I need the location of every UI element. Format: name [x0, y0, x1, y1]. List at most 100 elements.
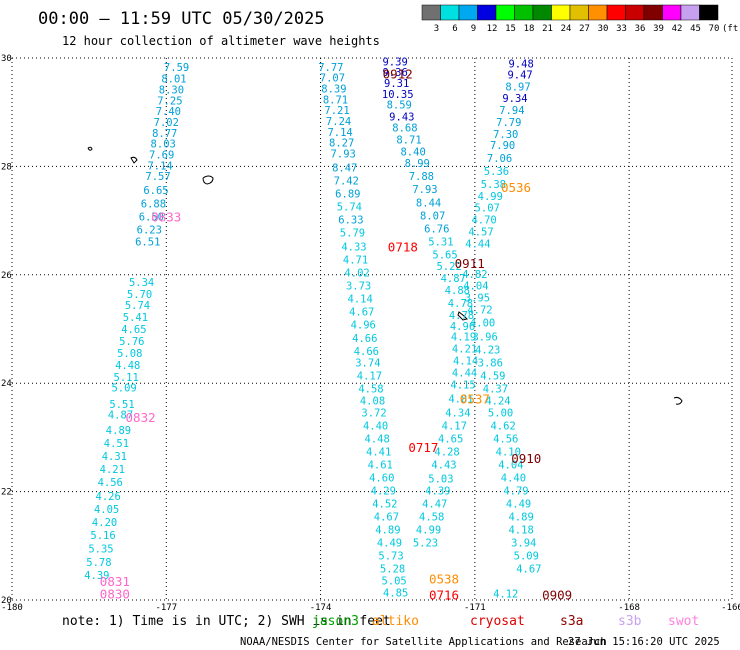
swh-value: 7.14	[147, 160, 172, 172]
swh-value: 5.05	[381, 576, 406, 588]
swh-value: 4.58	[419, 512, 444, 524]
swh-value: 9.43	[389, 112, 414, 124]
colorbar-label: 39	[653, 24, 664, 34]
swh-value: 4.51	[104, 438, 129, 450]
swh-value: 8.99	[405, 158, 430, 170]
swh-value: 4.70	[471, 215, 496, 227]
swh-value: 4.61	[368, 460, 393, 472]
island-outline	[130, 156, 138, 164]
colorbar-swatch	[588, 4, 608, 21]
swh-value: 8.68	[392, 122, 417, 134]
swh-value: 5.11	[114, 372, 139, 384]
swh-value: 4.17	[442, 421, 467, 433]
swh-value: 7.94	[499, 105, 524, 117]
colorbar-label: 21	[542, 24, 553, 34]
plot-grid	[11, 57, 733, 601]
swh-value: 4.19	[451, 332, 476, 344]
swh-value: 8.97	[505, 81, 530, 93]
colorbar-swatch	[477, 4, 497, 21]
pass-time-label: 0909	[542, 588, 572, 603]
colorbar-label: 30	[598, 24, 609, 34]
swh-value: 4.66	[354, 346, 379, 358]
swh-value: 8.39	[321, 83, 346, 95]
swh-value: 4.52	[372, 499, 397, 511]
swh-value: 7.07	[320, 73, 345, 85]
swh-value: 3.73	[346, 281, 371, 293]
swh-value: 4.26	[96, 491, 121, 503]
footer-timestamp: 27 Jun 15:16:20 UTC 2025	[568, 636, 720, 648]
swh-value: 9.47	[507, 69, 532, 81]
swh-value: 4.04	[498, 460, 523, 472]
swh-value: 3.86	[478, 358, 503, 370]
y-tick-label: 30	[1, 54, 12, 64]
swh-value: 8.40	[400, 146, 425, 158]
swh-value: 6.88	[141, 198, 166, 210]
swh-value: 4.87	[108, 410, 133, 422]
swh-value: 4.14	[348, 294, 373, 306]
colorbar-swatch	[699, 4, 719, 21]
x-tick-label: -174	[310, 603, 332, 613]
swh-value: 4.49	[506, 499, 531, 511]
swh-value: 5.00	[488, 408, 513, 420]
swh-value: 4.31	[102, 451, 127, 463]
pass-time-label: 0536	[501, 180, 531, 195]
swh-value: 9.39	[382, 56, 407, 68]
colorbar-label: 12	[487, 24, 498, 34]
pass-time-label: 0718	[388, 240, 418, 255]
swh-value: 8.44	[416, 197, 441, 209]
swh-value: 7.93	[331, 148, 356, 160]
x-tick-label: -177	[155, 603, 177, 613]
colorbar-label: 70	[709, 24, 720, 34]
swh-value: 4.41	[366, 447, 391, 459]
swh-value: 4.02	[344, 268, 369, 280]
swh-value: 4.78	[448, 298, 473, 310]
swh-value: 7.25	[157, 95, 182, 107]
colorbar-swatch	[532, 4, 552, 21]
swh-value: 7.40	[156, 106, 181, 118]
swh-value: 5.35	[88, 544, 113, 556]
satellite-passes: 7.598.018.307.257.407.028.778.037.697.14…	[84, 56, 541, 600]
pass-time-label: 0830	[100, 587, 130, 602]
colorbar-label: 42	[672, 24, 683, 34]
satellite-legend: jason3 altiko cryosat s3a s3b swot	[312, 614, 699, 629]
swh-value: 4.96	[450, 321, 475, 333]
swh-value: 4.57	[468, 227, 493, 239]
swh-value: 7.93	[412, 184, 437, 196]
swh-value: 6.76	[424, 223, 449, 235]
island-outline	[87, 146, 93, 151]
chart-subtitle: 12 hour collection of altimeter wave hei…	[62, 34, 380, 48]
swh-value: 5.03	[428, 474, 453, 486]
swh-value: 4.89	[375, 525, 400, 537]
swh-value: 4.40	[363, 421, 388, 433]
swh-value: 5.34	[129, 277, 154, 289]
swh-value: 5.41	[123, 312, 148, 324]
y-tick-label: 22	[1, 488, 12, 498]
y-tick-label: 24	[1, 379, 12, 389]
island-outlines	[87, 146, 683, 405]
swh-value: 5.79	[340, 228, 365, 240]
swh-value: 8.71	[323, 94, 348, 106]
swh-value: 4.72	[467, 305, 492, 317]
swh-value: 4.04	[463, 281, 488, 293]
legend-entry: s3a	[560, 614, 583, 629]
swh-value: 4.66	[352, 333, 377, 345]
pass-time-label: 0717	[408, 440, 438, 455]
swh-value: 7.88	[409, 171, 434, 183]
swh-value: 6.50	[139, 211, 164, 223]
swh-value: 5.09	[514, 551, 539, 563]
y-tick-label: 26	[1, 271, 12, 281]
swh-value: 4.62	[490, 421, 515, 433]
swh-value: 6.33	[338, 215, 363, 227]
swh-value: 4.89	[106, 425, 131, 437]
swh-value: 4.48	[364, 434, 389, 446]
legend-entry: s3b	[618, 614, 642, 629]
swh-value: 5.36	[484, 166, 509, 178]
pass-time-label: 0716	[429, 588, 459, 603]
swh-value: 4.82	[462, 269, 487, 281]
chart-title: 00:00 – 11:59 UTC 05/30/2025	[38, 9, 325, 29]
swh-value: 7.06	[487, 153, 512, 165]
swh-value: 7.02	[154, 117, 179, 129]
swh-value: 7.69	[149, 150, 174, 162]
